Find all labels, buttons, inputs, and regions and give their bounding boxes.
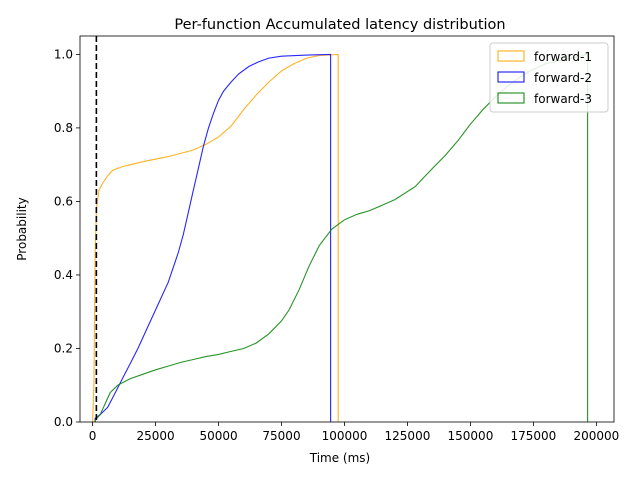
x-tick-label: 150000 <box>448 429 494 443</box>
y-tick-label: 0.4 <box>54 268 73 282</box>
x-tick-label: 25000 <box>136 429 174 443</box>
x-tick-label: 125000 <box>385 429 431 443</box>
y-axis: 0.0 0.2 0.4 0.6 0.8 1.0 <box>54 47 80 429</box>
x-tick-label: 200000 <box>573 429 619 443</box>
x-tick-label: 50000 <box>199 429 237 443</box>
legend-swatch-forward-2 <box>497 71 525 83</box>
legend-label-forward-1: forward-1 <box>534 50 592 64</box>
x-tick-label: 75000 <box>262 429 300 443</box>
x-tick-label: 175000 <box>510 429 556 443</box>
y-tick-label: 0.8 <box>54 121 73 135</box>
axes-frame <box>79 35 615 423</box>
x-axis: 0 25000 50000 75000 100000 125000 150000 175000… <box>89 422 619 443</box>
y-tick-label: 0.2 <box>54 341 73 355</box>
chart-title: Per-function Accumulated latency distrib… <box>174 17 505 33</box>
y-tick-label: 0.6 <box>54 194 73 208</box>
legend-label-forward-3: forward-3 <box>534 92 592 106</box>
series-line-forward-2 <box>94 53 332 422</box>
x-tick-label: 100000 <box>322 429 368 443</box>
x-axis-title: Time (ms) <box>309 451 371 465</box>
legend-swatch-forward-1 <box>497 50 525 62</box>
y-axis-title: Probability <box>15 197 29 260</box>
x-tick-label: 0 <box>89 429 97 443</box>
legend: forward-1 forward-2 forward-3 <box>489 42 609 113</box>
legend-box <box>489 42 609 113</box>
y-tick-label: 1.0 <box>54 47 73 61</box>
legend-swatch-forward-3 <box>497 92 525 104</box>
legend-label-forward-2: forward-2 <box>534 71 592 85</box>
y-tick-label: 0.0 <box>54 415 73 429</box>
